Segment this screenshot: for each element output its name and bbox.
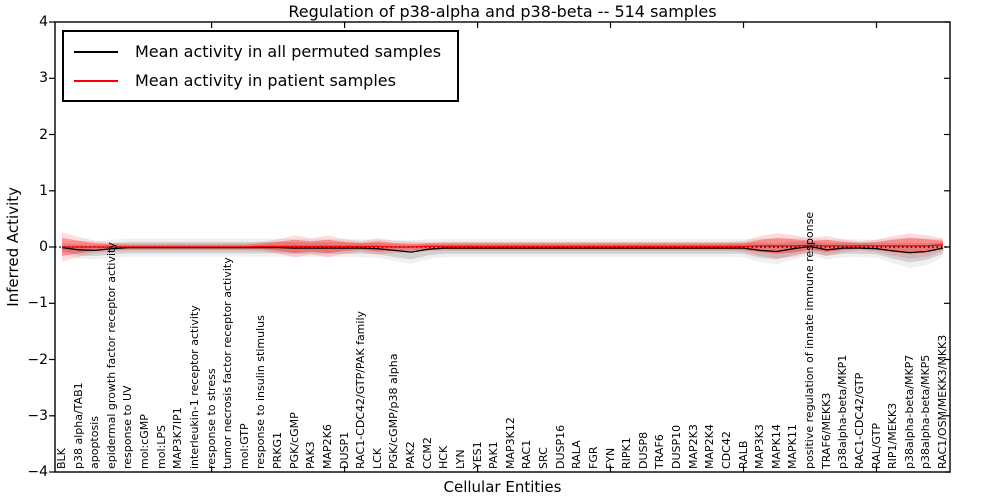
x-tick-label: response to UV (121, 385, 135, 469)
x-tick-label: RAC1/OSM/MEKK3/MKK3 (936, 334, 949, 469)
legend-entry-permuted: Mean activity in all permuted samples (74, 37, 441, 66)
x-tick-label: BLK (55, 448, 68, 469)
x-tick-label: PAK1 (487, 441, 501, 469)
x-tick-label: RIP1/MEKK3 (886, 402, 900, 469)
y-tick-label: −4 (27, 464, 48, 480)
x-tick-label: RAC1-CDC42/GTP (852, 372, 866, 469)
x-tick-label: CDC42 (719, 431, 733, 469)
patient-mean-line (62, 244, 944, 248)
x-tick-label: MAP2K4 (703, 424, 717, 469)
x-tick-label: RAL/GTP (869, 422, 883, 469)
x-tick-label: SRC (537, 447, 551, 469)
legend: Mean activity in all permuted samples Me… (62, 30, 460, 102)
x-tick-label: RALA (570, 440, 584, 469)
x-axis-label: Cellular Entities (443, 478, 562, 496)
x-tick-label: MAPK11 (786, 424, 800, 469)
chart-title: Regulation of p38-alpha and p38-beta -- … (288, 2, 717, 21)
legend-label-permuted: Mean activity in all permuted samples (135, 42, 442, 61)
x-tick-label: epidermal growth factor receptor activit… (104, 242, 118, 469)
x-tick-label: LYN (453, 449, 467, 469)
x-tick-label: tumor necrosis factor receptor activity (221, 257, 235, 469)
x-tick-label: mol:GTP (237, 423, 251, 469)
y-tick-label: −3 (27, 407, 48, 424)
x-tick-label: p38alpha-beta/MKP1 (836, 354, 850, 469)
x-tick-label: RALB (736, 440, 750, 469)
x-tick-label: FGR (586, 446, 600, 470)
x-tick-label: MAP3K7IP1 (171, 407, 185, 469)
x-tick-label: RAC1-CDC42/GTP/PAK family (354, 310, 368, 469)
x-tick-label: DUSP16 (553, 424, 567, 469)
x-tick-label: TRAF6 (653, 434, 667, 469)
x-tick-label: p38alpha-beta/MKP7 (902, 354, 916, 469)
x-tick-label: mol:cGMP (138, 414, 152, 469)
y-tick-label: 4 (39, 14, 48, 30)
permuted-band-outer (62, 237, 943, 268)
legend-line-black (74, 50, 118, 53)
x-tick-label: PGK/cGMP/p38 alpha (387, 353, 401, 469)
x-tick-label: CCM2 (420, 437, 434, 469)
x-tick-label: TRAF6/MEKK3 (819, 392, 833, 469)
y-tick-label: 3 (39, 70, 48, 87)
x-tick-label: PRKG1 (271, 431, 285, 469)
x-tick-label: apoptosis (88, 416, 102, 469)
x-tick-label: MAPK14 (769, 424, 783, 469)
x-tick-label: DUSP8 (636, 431, 650, 469)
y-tick-label: 1 (39, 182, 48, 199)
x-tick-label: mol:LPS (154, 425, 168, 469)
x-tick-label: HCK (437, 445, 451, 469)
x-tick-label: MAP2K6 (320, 424, 334, 469)
x-tick-label: DUSP10 (670, 424, 684, 469)
y-tick-label: 2 (39, 126, 48, 143)
y-tick-label: 0 (39, 239, 48, 255)
x-tick-label: MAP2K3 (686, 424, 700, 469)
x-tick-label: PAK3 (304, 441, 318, 469)
legend-label-patient: Mean activity in patient samples (135, 71, 396, 90)
x-tick-label: positive regulation of innate immune res… (803, 211, 817, 469)
x-tick-label: interleukin-1 receptor activity (187, 305, 201, 469)
x-tick-label: DUSP1 (337, 431, 351, 469)
y-tick-label: −2 (27, 351, 48, 368)
x-tick-label: MAP3K3 (753, 424, 767, 469)
x-tick-label: LCK (370, 447, 384, 469)
x-tick-label: response to insulin stimulus (254, 315, 268, 469)
x-tick-label: MAP3K12 (503, 417, 517, 469)
x-tick-label: FYN (603, 447, 617, 469)
x-tick-label: p38 alpha/TAB1 (71, 382, 85, 469)
x-tick-label: p38alpha-beta/MKP5 (919, 354, 933, 469)
legend-line-red (74, 79, 118, 82)
x-tick-label: YES1 (470, 441, 484, 469)
legend-entry-patient: Mean activity in patient samples (74, 66, 441, 95)
x-tick-label: PAK2 (404, 441, 418, 469)
x-tick-label: response to stress (204, 368, 218, 469)
x-tick-label: RAC1 (520, 439, 534, 469)
y-tick-label: −1 (27, 295, 48, 312)
x-tick-label: RIPK1 (620, 437, 634, 469)
x-tick-label: PGK/cGMP (287, 412, 301, 469)
